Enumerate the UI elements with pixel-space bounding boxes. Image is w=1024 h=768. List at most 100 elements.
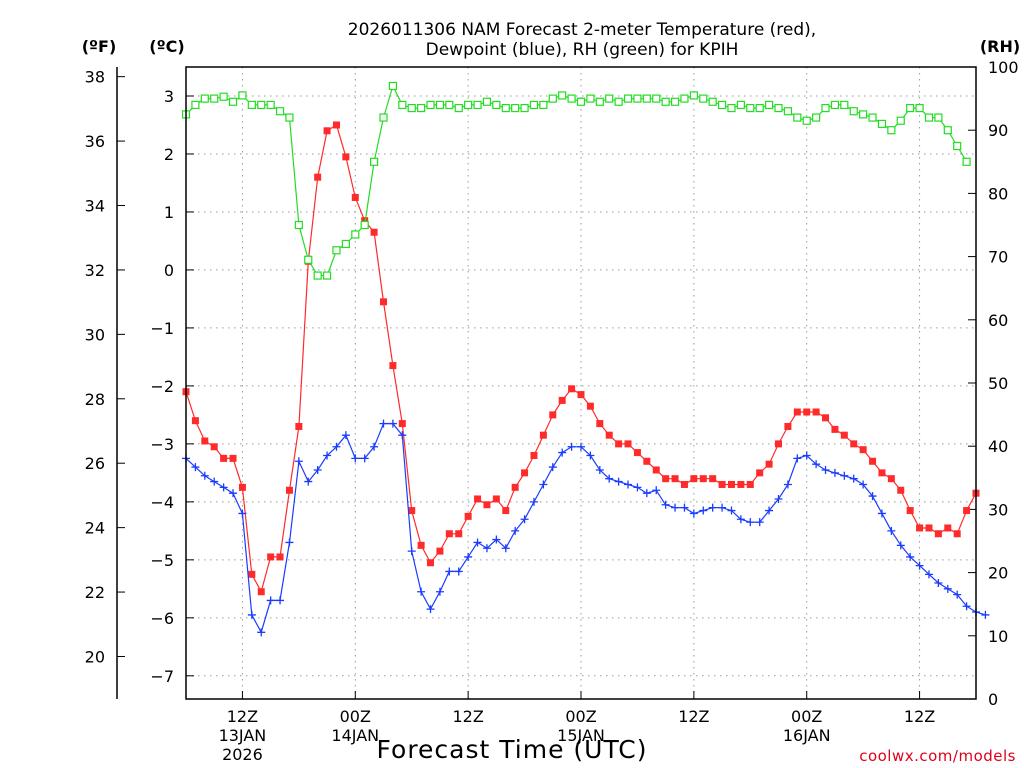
dewpoint-point xyxy=(388,419,397,428)
temperature-point xyxy=(718,480,726,488)
fahrenheit-tick-label: 32 xyxy=(85,261,105,280)
temperature-point xyxy=(445,530,453,538)
x-tick-label-time: 12Z xyxy=(678,707,709,726)
celsius-tick-label: −6 xyxy=(150,609,174,628)
rh-point xyxy=(652,94,661,103)
temperature-point xyxy=(558,396,566,404)
rh-point xyxy=(285,113,294,122)
fahrenheit-tick-label: 28 xyxy=(85,390,105,409)
rh-tick-label: 60 xyxy=(988,311,1008,330)
dewpoint-point xyxy=(633,483,642,492)
rh-point xyxy=(793,113,802,122)
dewpoint-point xyxy=(671,503,680,512)
dewpoint-point xyxy=(473,538,482,547)
celsius-tick-label: 1 xyxy=(164,203,174,222)
temperature-point xyxy=(201,437,209,445)
temperature-point xyxy=(361,217,369,225)
dewpoint-point xyxy=(830,468,839,477)
dewpoint-point xyxy=(605,474,614,483)
temperature-point xyxy=(586,402,594,410)
dewpoint-point xyxy=(454,567,463,576)
temperature-point xyxy=(464,512,472,520)
dewpoint-point xyxy=(482,544,491,553)
dewpoint-point xyxy=(247,610,256,619)
dewpoint-point xyxy=(915,561,924,570)
x-axis-title: Forecast Time (UTC) xyxy=(377,735,648,764)
temperature-point xyxy=(257,588,265,596)
temperature-point xyxy=(671,475,679,483)
temperature-point xyxy=(220,454,228,462)
temperature-point xyxy=(436,547,444,555)
rh-point xyxy=(266,100,275,110)
temperature-point xyxy=(380,298,387,306)
temperature-point xyxy=(709,475,717,483)
rh-point xyxy=(200,94,209,103)
dewpoint-line xyxy=(185,423,986,634)
temperature-point xyxy=(398,420,406,428)
fahrenheit-tick-label: 38 xyxy=(85,68,105,87)
rh-line xyxy=(185,84,968,277)
rh-point xyxy=(473,100,482,110)
rh-point xyxy=(896,116,905,125)
dewpoint-point xyxy=(370,442,379,451)
rh-point xyxy=(322,271,332,280)
temperature-point xyxy=(662,475,670,483)
dewpoint-point xyxy=(558,448,567,457)
temperature-point xyxy=(775,440,782,448)
dewpoint-point xyxy=(567,442,576,451)
temperature-point xyxy=(539,431,547,439)
rh-point xyxy=(943,126,952,135)
dewpoint-point xyxy=(727,506,736,515)
dewpoint-point xyxy=(642,489,651,498)
temperature-point xyxy=(878,469,886,477)
rh-point xyxy=(360,220,369,230)
rh-point xyxy=(529,100,539,110)
rh-point xyxy=(830,100,840,110)
rh-point xyxy=(680,94,689,103)
rh-tick-label: 100 xyxy=(988,58,1019,77)
temperature-point xyxy=(953,530,961,538)
chart-title-line1: 2026011306 NAM Forecast 2-meter Temperat… xyxy=(348,20,816,40)
rh-point xyxy=(417,103,426,113)
temperature-point xyxy=(427,559,435,567)
dewpoint-point xyxy=(398,431,407,440)
rh-point xyxy=(633,94,642,103)
rh-point xyxy=(454,103,463,113)
dewpoint-point xyxy=(210,477,219,486)
temperature-point xyxy=(784,422,792,430)
dewpoint-point xyxy=(577,442,585,451)
rh-point xyxy=(868,113,877,122)
temperature-point xyxy=(652,466,660,474)
chart-title-line2: Dewpoint (blue), RH (green) for KPIH xyxy=(426,40,739,60)
rh-tick-label: 40 xyxy=(988,437,1008,456)
temperature-point xyxy=(897,486,905,494)
dewpoint-point xyxy=(417,587,426,596)
x-tick-label-year: 2026 xyxy=(222,745,263,764)
temperature-point xyxy=(840,431,848,439)
rh-point xyxy=(877,119,887,128)
dewpoint-point xyxy=(699,506,708,515)
x-tick-label-date: 15JAN xyxy=(557,726,605,745)
temperature-point xyxy=(699,475,707,483)
temperature-point xyxy=(417,541,425,549)
rh-point xyxy=(699,94,708,103)
rh-tick-label: 30 xyxy=(988,500,1008,519)
credit-text: coolwx.com/models xyxy=(859,747,1016,765)
temperature-point xyxy=(887,475,895,483)
temperature-point xyxy=(737,480,745,488)
dewpoint-point xyxy=(520,515,529,524)
rh-point xyxy=(257,100,266,110)
rh-tick-label: 80 xyxy=(988,184,1008,203)
temperature-point xyxy=(568,385,576,393)
temperature-point xyxy=(276,553,284,561)
rh-point xyxy=(247,100,256,110)
dewpoint-point xyxy=(229,489,238,498)
rh-point xyxy=(558,91,567,100)
rh-point xyxy=(859,110,868,119)
x-tick-label-date: 14JAN xyxy=(331,726,379,745)
rh-point xyxy=(576,97,586,106)
celsius-tick-label: −3 xyxy=(150,435,174,454)
fahrenheit-tick-label: 24 xyxy=(85,519,105,538)
rh-point xyxy=(351,230,360,239)
temperature-point xyxy=(916,524,924,532)
